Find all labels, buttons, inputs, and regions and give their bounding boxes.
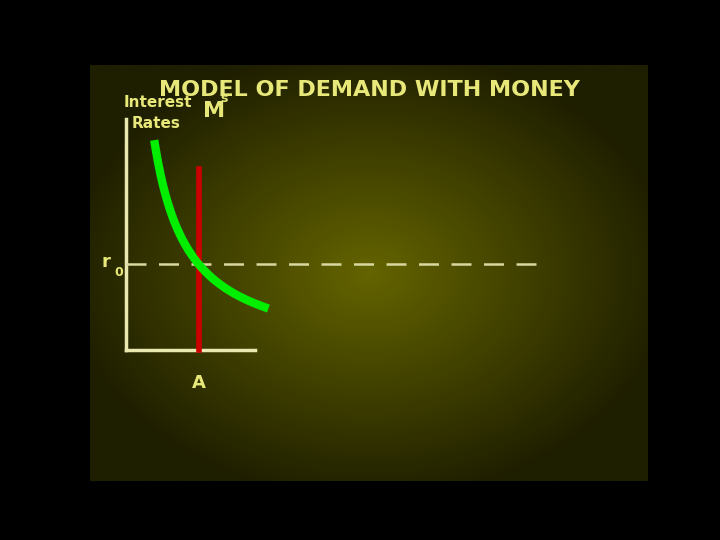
Text: 0: 0 xyxy=(114,266,122,279)
Text: M: M xyxy=(203,100,225,120)
Text: Rates: Rates xyxy=(132,116,181,131)
Text: MODEL OF DEMAND WITH MONEY: MODEL OF DEMAND WITH MONEY xyxy=(158,80,580,100)
Text: s: s xyxy=(220,92,228,105)
Text: r: r xyxy=(101,253,110,271)
Text: A: A xyxy=(192,374,206,392)
Text: Interest: Interest xyxy=(124,94,192,110)
